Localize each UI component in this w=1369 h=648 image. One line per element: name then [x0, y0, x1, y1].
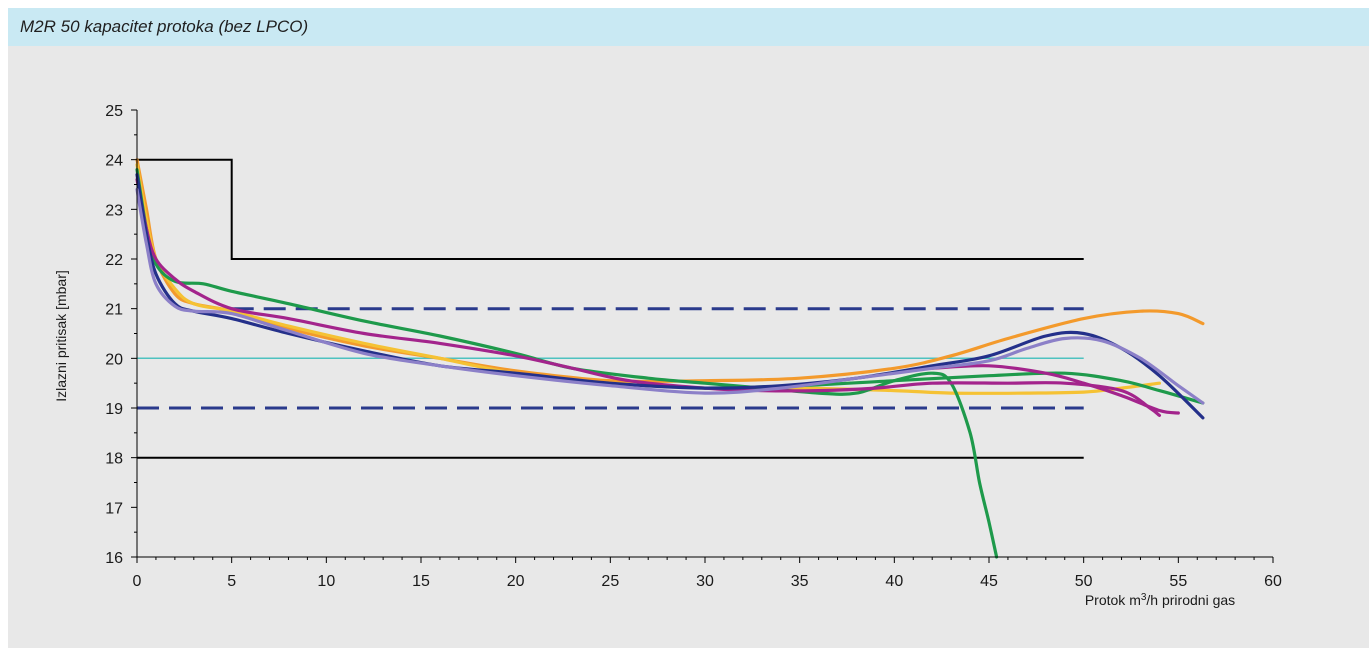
x-tick-label: 10: [317, 573, 335, 590]
y-tick-label: 25: [105, 103, 123, 120]
x-tick-label: 40: [885, 573, 903, 590]
y-tick-label: 17: [105, 500, 123, 517]
y-tick-label: 18: [105, 451, 123, 468]
series-line-3: [135, 168, 999, 559]
x-tick-label: 60: [1264, 573, 1282, 590]
y-axis-title: Izlazni pritisak [mbar]: [53, 270, 69, 401]
chart-frame: M2R 50 kapacitet protoka (bez LPCO): [8, 8, 1369, 648]
y-tick-label: 20: [105, 351, 123, 368]
y-tick-label: 19: [105, 401, 123, 418]
x-tick-label: 55: [1169, 573, 1187, 590]
x-tick-label: 25: [601, 573, 619, 590]
y-tick-label: 24: [105, 153, 123, 170]
ticks: 16 17 18 19 20 21 22 23 24 25 0 5 10 15 20 25 30 35 40 45 50…: [105, 103, 1282, 590]
x-tick-label: 30: [696, 573, 714, 590]
x-tick-label: 35: [791, 573, 809, 590]
y-tick-label: 16: [105, 550, 123, 567]
series-line-8: [135, 187, 1205, 405]
series-line-5: [135, 177, 1161, 417]
x-tick-label: 0: [133, 573, 142, 590]
series-line-6: [930, 364, 1180, 415]
x-tick-label: 15: [412, 573, 430, 590]
reference-line-solid-black: [137, 158, 1084, 260]
x-axis-title-sup: 3: [1141, 592, 1147, 603]
y-tick-label: 22: [105, 252, 123, 269]
title-bar: M2R 50 kapacitet protoka (bez LPCO): [8, 8, 1369, 46]
x-axis-title-prefix: Protok m: [1085, 592, 1141, 608]
x-tick-label: 5: [227, 573, 236, 590]
plot-area: [135, 158, 1205, 559]
x-axis-title: Protok m3/h prirodni gas: [1085, 592, 1235, 608]
x-tick-label: 45: [980, 573, 998, 590]
series-line-1: [135, 158, 1205, 384]
y-tick-label: 21: [105, 302, 123, 319]
chart-title: M2R 50 kapacitet protoka (bez LPCO): [20, 17, 309, 36]
y-tick-label: 23: [105, 202, 123, 219]
x-axis-title-suffix: /h prirodni gas: [1146, 592, 1235, 608]
x-tick-label: 20: [507, 573, 525, 590]
x-tick-label: 50: [1075, 573, 1093, 590]
